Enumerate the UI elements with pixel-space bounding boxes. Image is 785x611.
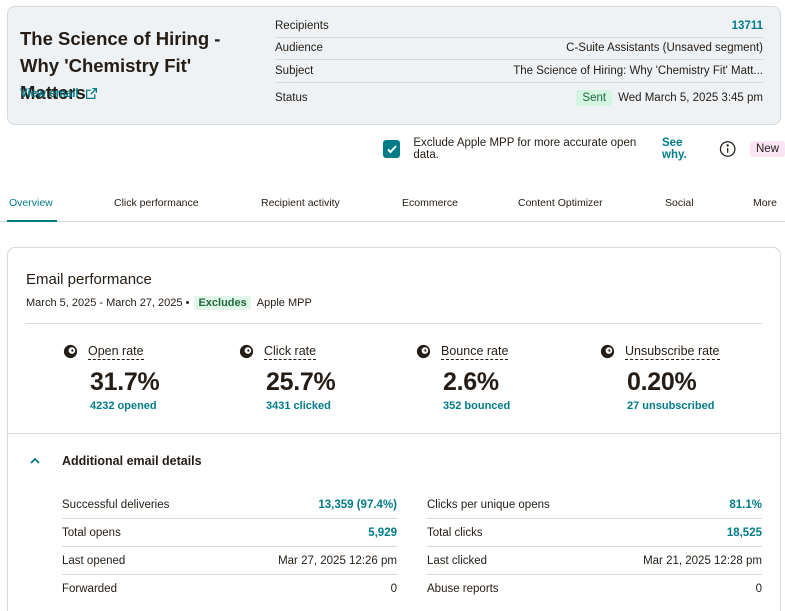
unsubscribe-rate-label[interactable]: Unsubscribe rate [625, 343, 720, 360]
stat-unsubscribe-rate: Unsubscribe rate 0.20% 27 unsubscribed [599, 343, 720, 412]
subject-label: Subject [275, 64, 314, 77]
see-why-link[interactable]: See why. [662, 137, 687, 161]
additional-details-toggle[interactable]: Additional email details [28, 454, 202, 468]
last-clicked-label: Last clicked [427, 554, 488, 567]
abuse-reports-label: Abuse reports [427, 583, 499, 595]
detail-row: Total opens 5,929 [62, 519, 397, 547]
total-opens-value[interactable]: 5,929 [368, 526, 397, 539]
recipients-value[interactable]: 13711 [731, 19, 763, 32]
tab-content-optimizer[interactable]: Content Optimizer [518, 197, 603, 209]
detail-row: Forwarded 0 [62, 575, 397, 603]
total-opens-label: Total opens [62, 526, 121, 539]
last-opened-value: Mar 27, 2025 12:26 pm [278, 554, 397, 567]
forwarded-label: Forwarded [62, 583, 117, 595]
opened-count-link[interactable]: 4232 opened [90, 400, 157, 412]
bounce-rate-value: 2.6% [443, 368, 499, 396]
last-opened-label: Last opened [62, 554, 126, 567]
stat-click-rate: Click rate 25.7% 3431 clicked [238, 343, 336, 412]
recipients-label: Recipients [275, 19, 329, 32]
open-rate-value: 31.7% [90, 368, 160, 396]
status-label: Status [275, 91, 308, 104]
clicks-per-unique-opens-label: Clicks per unique opens [427, 498, 550, 511]
bounce-rate-label[interactable]: Bounce rate [441, 343, 509, 360]
subject-value: The Science of Hiring: Why 'Chemistry Fi… [513, 64, 763, 77]
details-left-column: Successful deliveries 13,359 (97.4%) Tot… [62, 491, 397, 603]
tab-recipient-activity[interactable]: Recipient activity [261, 197, 340, 209]
click-rate-value: 25.7% [266, 368, 336, 396]
checkmark-icon [386, 145, 397, 154]
report-tabs: Overview Click performance Recipient act… [0, 188, 785, 222]
click-rate-label[interactable]: Click rate [264, 343, 317, 360]
bounced-count-link[interactable]: 352 bounced [443, 400, 511, 412]
abuse-reports-value: 0 [755, 583, 762, 595]
exclude-mpp-row: Exclude Apple MPP for more accurate open… [383, 137, 785, 161]
tab-more[interactable]: More [753, 197, 777, 209]
open-rate-label[interactable]: Open rate [88, 343, 144, 360]
meta-row-recipients: Recipients 13711 [275, 15, 763, 38]
tab-overview[interactable]: Overview [9, 197, 53, 209]
status-badge: Sent [576, 89, 613, 106]
unsubscribe-rate-value: 0.20% [627, 368, 697, 396]
status-date: Wed March 5, 2025 3:45 pm [618, 91, 763, 104]
total-clicks-value[interactable]: 18,525 [726, 526, 762, 539]
mailchimp-icon [239, 344, 254, 359]
detail-row: Total clicks 18,525 [427, 519, 762, 547]
email-performance-card: Email performance March 5, 2025 - March … [7, 247, 781, 611]
detail-row: Last opened Mar 27, 2025 12:26 pm [62, 547, 397, 575]
date-range: March 5, 2025 - March 27, 2025 • [26, 297, 190, 309]
mailchimp-icon [600, 344, 615, 359]
details-right-column: Clicks per unique opens 81.1% Total clic… [427, 491, 762, 603]
audience-label: Audience [275, 42, 323, 55]
detail-row: Successful deliveries 13,359 (97.4%) [62, 491, 397, 519]
view-email-label: View email [20, 87, 79, 100]
audience-value: C-Suite Assistants (Unsaved segment) [566, 42, 763, 55]
total-clicks-label: Total clicks [427, 526, 483, 539]
campaign-header-card: The Science of Hiring - Why 'Chemistry F… [7, 6, 781, 125]
meta-row-status: Status Sent Wed March 5, 2025 3:45 pm [275, 83, 763, 113]
successful-deliveries-value[interactable]: 13,359 (97.4%) [318, 498, 397, 511]
detail-row: Last clicked Mar 21, 2025 12:28 pm [427, 547, 762, 575]
exclude-mpp-checkbox[interactable] [383, 140, 401, 158]
excludes-badge: Excludes [194, 296, 251, 310]
chevron-up-icon [30, 457, 40, 464]
meta-row-audience: Audience C-Suite Assistants (Unsaved seg… [275, 38, 763, 60]
new-badge: New [750, 141, 785, 157]
view-email-link[interactable]: View email [20, 87, 98, 100]
status-value: Sent Wed March 5, 2025 3:45 pm [576, 89, 763, 106]
clicked-count-link[interactable]: 3431 clicked [266, 400, 331, 412]
performance-subtitle: March 5, 2025 - March 27, 2025 • Exclude… [26, 296, 312, 310]
stat-bounce-rate: Bounce rate 2.6% 352 bounced [415, 343, 510, 412]
forwarded-value: 0 [390, 583, 397, 595]
divider [8, 433, 780, 434]
successful-deliveries-label: Successful deliveries [62, 498, 170, 511]
mailchimp-icon [416, 344, 431, 359]
tab-click-performance[interactable]: Click performance [114, 197, 199, 209]
stat-open-rate: Open rate 31.7% 4232 opened [62, 343, 160, 412]
clicks-per-unique-opens-value[interactable]: 81.1% [729, 498, 762, 511]
detail-row: Abuse reports 0 [427, 575, 762, 603]
excludes-what: Apple MPP [256, 297, 312, 309]
divider [26, 323, 762, 324]
campaign-meta-table: Recipients 13711 Audience C-Suite Assist… [275, 15, 763, 113]
detail-row: Clicks per unique opens 81.1% [427, 491, 762, 519]
unsubscribed-count-link[interactable]: 27 unsubscribed [627, 400, 715, 412]
tab-social[interactable]: Social [665, 197, 694, 209]
external-link-icon [85, 87, 97, 100]
tab-ecommerce[interactable]: Ecommerce [402, 197, 459, 209]
mailchimp-icon [63, 344, 78, 359]
additional-details-title: Additional email details [62, 454, 202, 468]
meta-row-subject: Subject The Science of Hiring: Why 'Chem… [275, 60, 763, 83]
performance-title: Email performance [26, 271, 152, 288]
campaign-title: The Science of Hiring - Why 'Chemistry F… [20, 28, 221, 103]
active-tab-indicator [7, 220, 57, 222]
info-icon[interactable] [719, 140, 736, 158]
exclude-mpp-label: Exclude Apple MPP for more accurate open… [413, 137, 637, 161]
last-clicked-value: Mar 21, 2025 12:28 pm [643, 554, 762, 567]
